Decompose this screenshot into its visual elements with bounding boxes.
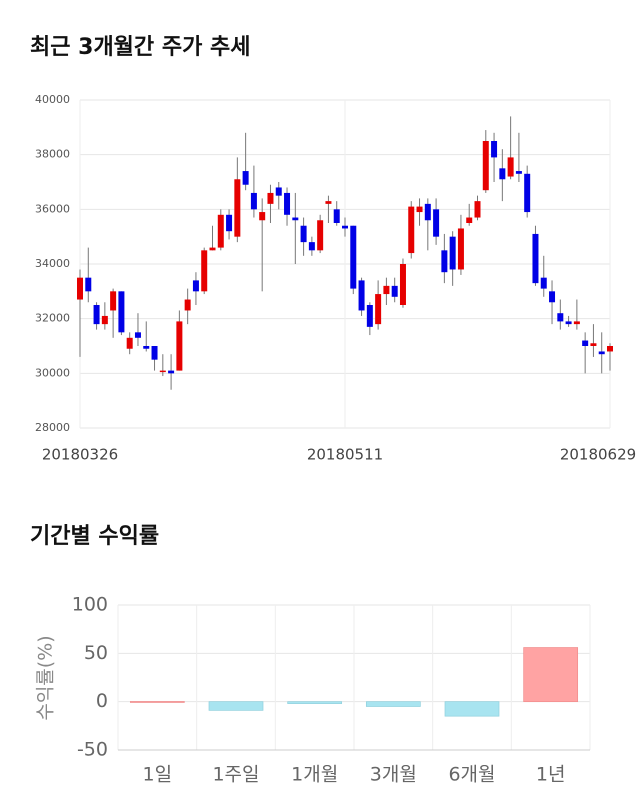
y-tick-label: 100 <box>72 594 108 616</box>
candle-body <box>557 313 564 322</box>
candle-body <box>267 192 274 204</box>
candle-body <box>515 171 522 174</box>
candle-body <box>582 340 589 346</box>
candle-body <box>491 141 498 158</box>
candle-body <box>143 346 150 349</box>
candle-body <box>449 236 456 270</box>
candle-body <box>101 315 108 325</box>
x-tick-label: 1주일 <box>212 764 259 786</box>
candle-body <box>424 203 431 221</box>
candle-body <box>300 225 307 243</box>
candle-body <box>524 173 531 213</box>
candle-body <box>375 294 382 325</box>
candle-body <box>590 343 597 346</box>
x-tick-label: 20180511 <box>307 446 383 464</box>
bar <box>287 701 343 704</box>
candle-body <box>308 242 315 251</box>
candle-body <box>292 217 299 221</box>
candle-body <box>93 305 100 325</box>
candle-body <box>416 206 423 213</box>
bar <box>208 701 264 711</box>
bar <box>523 647 579 703</box>
y-tick-label: 40000 <box>35 93 70 106</box>
x-tick-label: 3개월 <box>370 764 417 786</box>
candle-body <box>466 217 473 223</box>
candle-body <box>234 179 241 237</box>
chart-title: 최근 3개월간 주가 추세 <box>30 35 250 60</box>
candle-body <box>350 225 357 289</box>
candle-body <box>366 305 373 327</box>
candle-body <box>317 220 324 251</box>
y-axis-label: 수익률(%) <box>35 635 57 720</box>
candle-body <box>391 285 398 297</box>
candle-body <box>474 201 481 218</box>
y-tick-label: 0 <box>96 690 108 712</box>
candle-body <box>573 321 580 325</box>
candle-body <box>201 250 208 292</box>
candle-body <box>134 332 141 338</box>
candle-body <box>565 321 572 325</box>
x-tick-label: 20180326 <box>42 446 118 464</box>
x-tick-label: 1개월 <box>291 764 338 786</box>
candle-body <box>358 280 365 311</box>
x-tick-label: 20180629 <box>560 446 636 464</box>
x-tick-label: 1일 <box>143 764 173 786</box>
y-tick-label: 50 <box>84 642 108 664</box>
candle-body <box>217 214 224 248</box>
candle-body <box>342 225 348 229</box>
candle-body <box>540 277 547 289</box>
candle-body <box>85 277 92 292</box>
candle-body <box>242 171 249 185</box>
y-tick-label: -50 <box>77 739 108 761</box>
candle-body <box>110 291 117 311</box>
candle-body <box>482 141 489 191</box>
candle-body <box>118 291 125 333</box>
candle-body <box>151 346 158 360</box>
candle-body <box>532 233 539 284</box>
candle-body <box>433 209 440 237</box>
candle-body <box>259 212 266 221</box>
candle-body <box>159 370 166 373</box>
candle-body <box>441 250 448 273</box>
candle-body <box>507 157 514 177</box>
y-tick-label: 34000 <box>35 257 70 270</box>
candle-body <box>399 264 406 305</box>
candle-body <box>607 346 613 352</box>
candle-body <box>284 192 291 215</box>
y-tick-label: 36000 <box>35 202 70 215</box>
candle-body <box>457 228 464 270</box>
candle-body <box>226 214 233 232</box>
candle-body <box>333 209 340 223</box>
candle-body <box>325 201 332 204</box>
candle-body <box>383 285 390 295</box>
candle-body <box>499 168 506 180</box>
chart-title: 기간별 수익률 <box>30 524 159 549</box>
candle-body <box>598 351 605 355</box>
y-tick-label: 28000 <box>35 421 70 434</box>
x-tick-label: 6개월 <box>448 764 495 786</box>
candle-body <box>192 280 199 292</box>
bar <box>129 701 185 703</box>
candle-body <box>408 206 415 254</box>
y-tick-label: 38000 <box>35 148 70 161</box>
candle-body <box>184 299 191 311</box>
candle-body <box>209 247 216 251</box>
candle-body <box>275 187 282 196</box>
bar <box>444 701 500 717</box>
y-tick-label: 32000 <box>35 312 70 325</box>
candle-body <box>549 291 556 303</box>
candle-body <box>77 277 83 300</box>
y-tick-label: 30000 <box>35 366 70 379</box>
bar <box>365 701 421 707</box>
candle-body <box>176 321 183 371</box>
x-tick-label: 1년 <box>536 764 566 786</box>
candle-body <box>168 370 175 374</box>
candle-body <box>250 192 257 210</box>
candle-body <box>126 337 133 349</box>
